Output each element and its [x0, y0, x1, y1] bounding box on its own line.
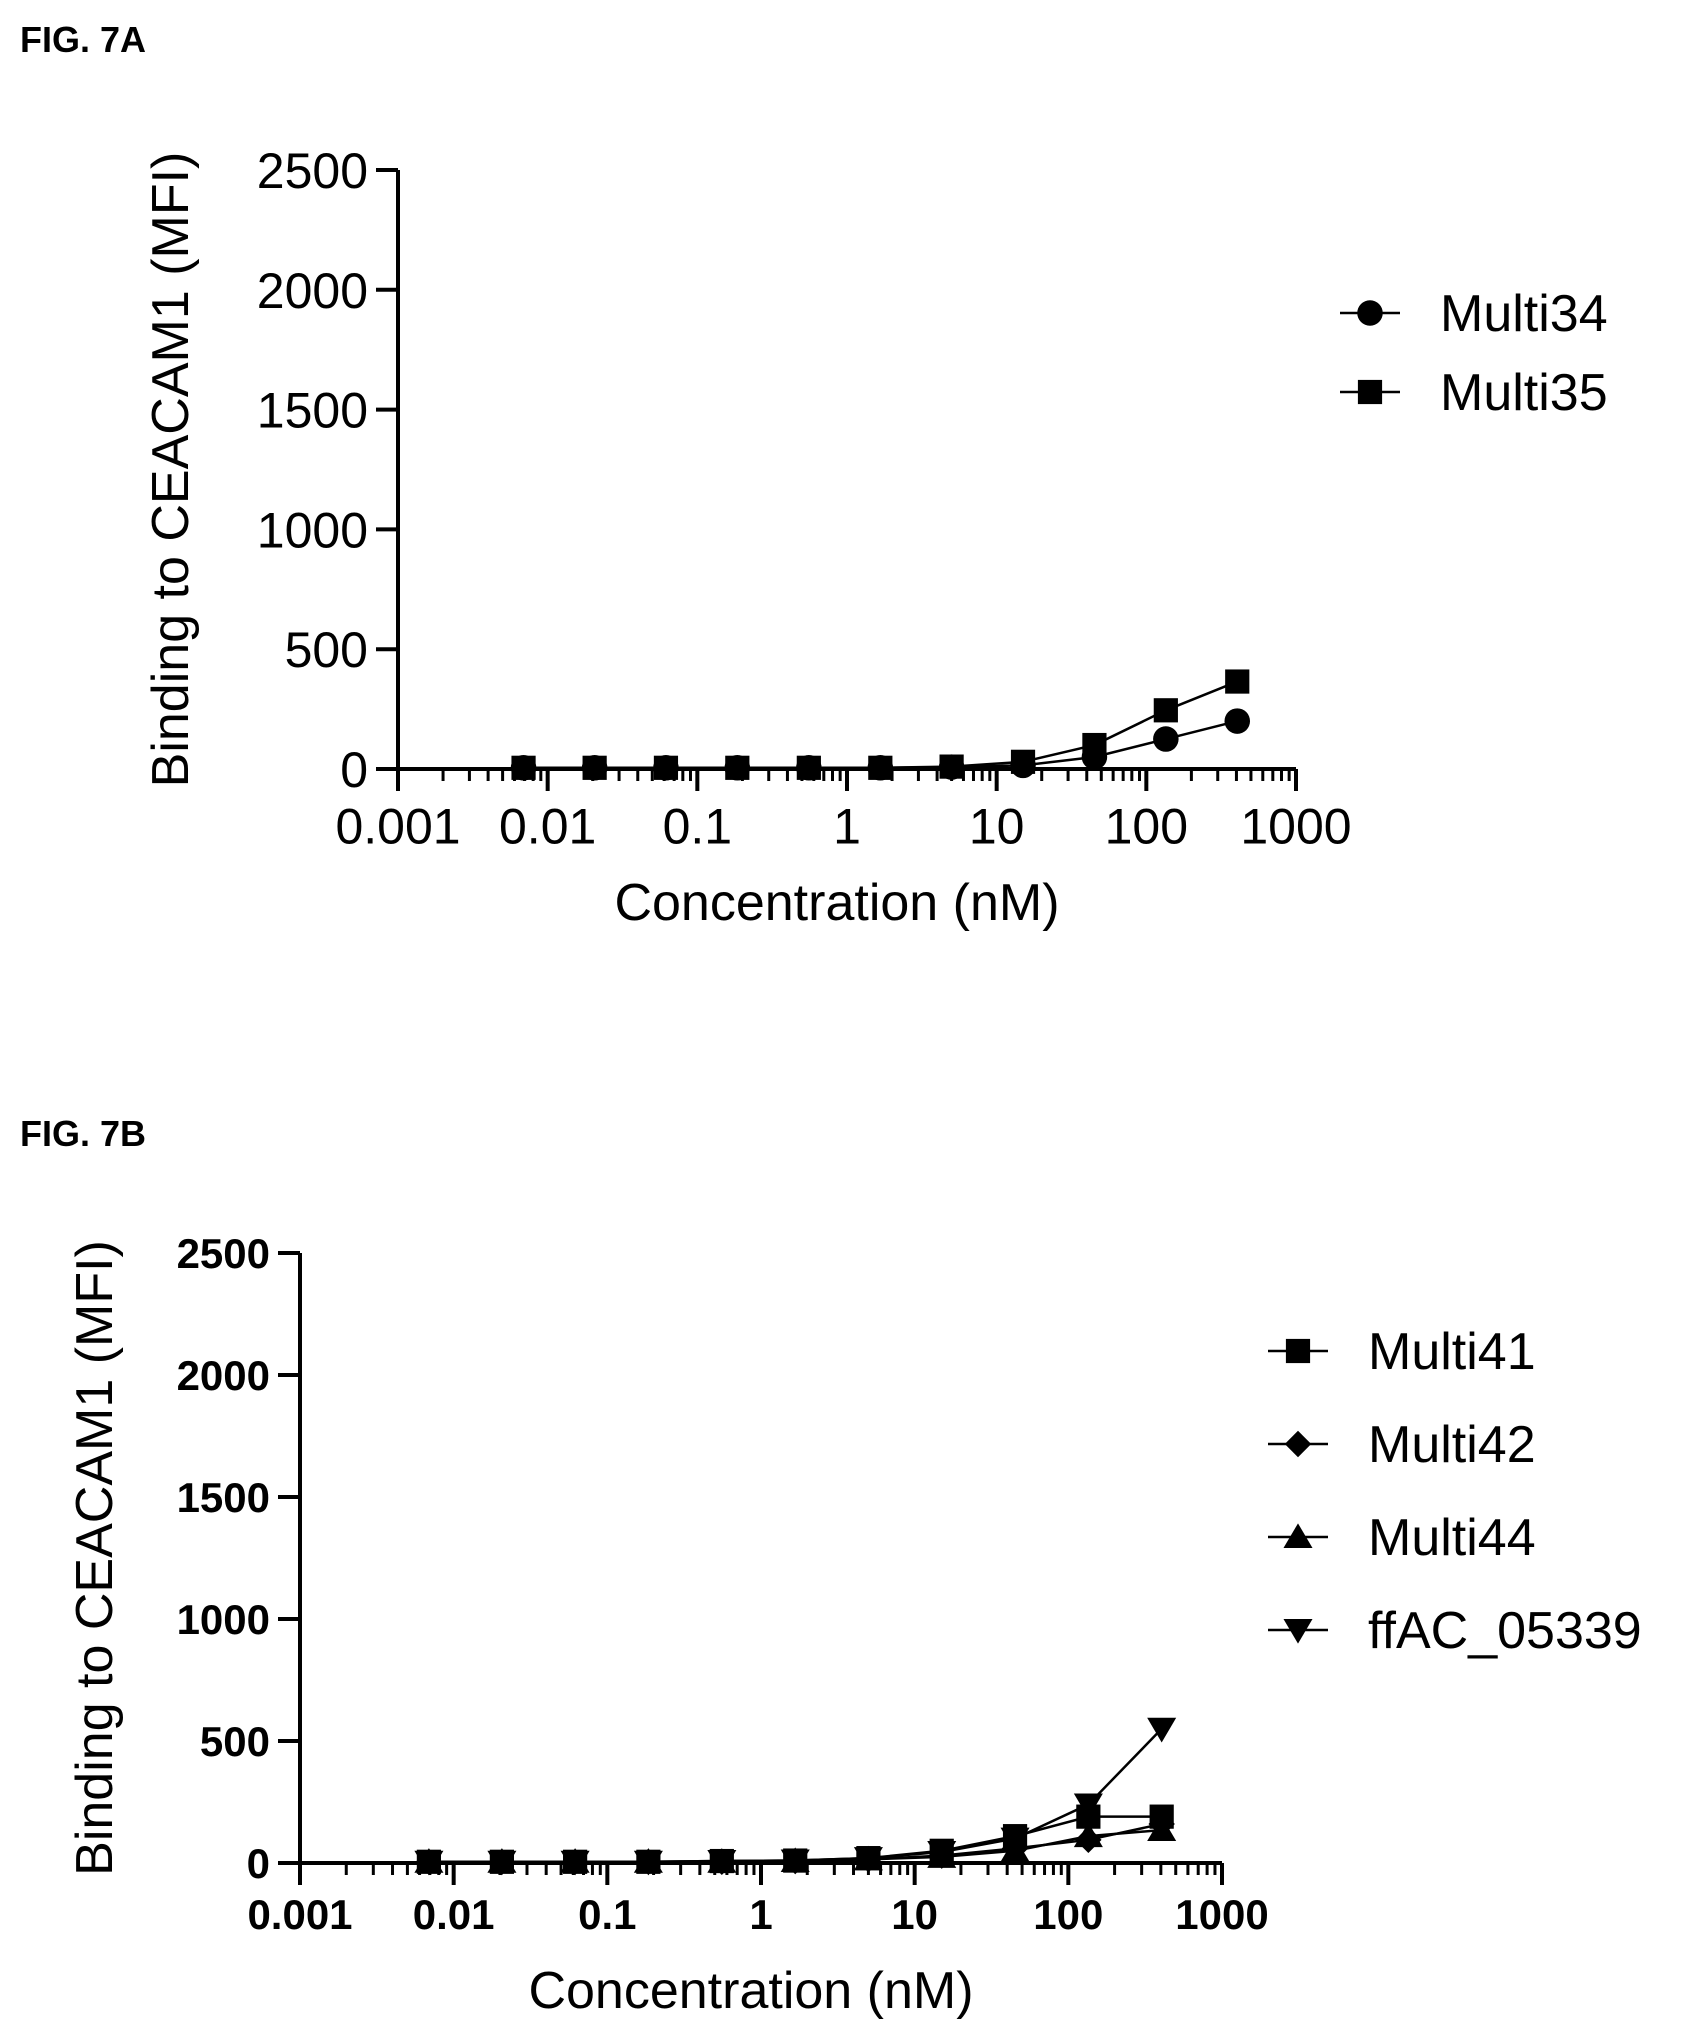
- chart-7a: 0 500 1000 1500 2000 2500 0.001 0.01 0.1 1 10 100 10…: [142, 143, 1608, 932]
- legend-marker: [1283, 1619, 1313, 1644]
- data-point: [780, 1849, 810, 1875]
- legend-label: Multi44: [1368, 1509, 1536, 1567]
- x-tick-label: 100: [1105, 799, 1188, 855]
- y-axis-label: Binding to CEACAM1 (MFI): [142, 152, 200, 788]
- y-tick-label: 0: [247, 1840, 270, 1887]
- data-point: [1073, 1793, 1103, 1819]
- figure-7a-label: FIG. 7A: [20, 19, 146, 60]
- data-point: [796, 755, 821, 780]
- data-point: [1153, 726, 1179, 752]
- x-tick-label: 10: [969, 799, 1025, 855]
- data-point: [853, 1847, 883, 1872]
- series-line: [523, 680, 1238, 770]
- data-point: [1147, 1717, 1177, 1743]
- data-point: [1153, 698, 1178, 723]
- x-tick-label: 0.01: [413, 1891, 495, 1938]
- legend-entry: Multi42: [1268, 1416, 1536, 1474]
- y-axis-label: Binding to CEACAM1 (MFI): [66, 1240, 124, 1876]
- data-point: [1147, 1816, 1177, 1842]
- data-point: [1224, 708, 1251, 734]
- data-point: [939, 754, 964, 779]
- legend-label: ffAC_05339: [1368, 1602, 1642, 1660]
- data-point: [1000, 1827, 1030, 1853]
- legend-label: Multi42: [1368, 1416, 1536, 1474]
- x-tick-label: 1: [749, 1891, 772, 1938]
- data-point: [868, 755, 893, 780]
- data-point: [511, 755, 536, 780]
- x-tick-label: 1000: [1175, 1891, 1268, 1938]
- x-tick-label: 0.001: [247, 1891, 352, 1938]
- data-point: [653, 755, 679, 780]
- y-tick-label: 500: [200, 1718, 270, 1765]
- x-tick-label: 0.1: [663, 799, 733, 855]
- y-tick-label: 0: [340, 742, 368, 798]
- chart-7b: 0 500 1000 1500 2000 2500 0.001 0.01 0.1 1 10 100 10…: [66, 1230, 1642, 2020]
- y-tick-label: 1000: [177, 1596, 270, 1643]
- legend-marker: [1357, 379, 1383, 405]
- data-point: [560, 1850, 590, 1876]
- y-tick-label: 1500: [177, 1474, 270, 1521]
- legend-label: Multi35: [1440, 364, 1608, 422]
- x-tick-label: 1: [833, 799, 861, 855]
- x-axis-label: Concentration (nM): [614, 874, 1059, 932]
- data-point: [725, 755, 750, 780]
- legend-entry: Multi34: [1340, 285, 1608, 343]
- data-point: [1010, 749, 1036, 774]
- y-tick-label: 1000: [257, 502, 368, 558]
- legend-entry: Multi35: [1340, 364, 1608, 422]
- data-point: [633, 1850, 663, 1876]
- data-point: [1082, 732, 1107, 758]
- legend-entry: Multi44: [1268, 1509, 1536, 1567]
- figure-7b-label: FIG. 7B: [20, 1113, 146, 1154]
- series-ffAC_05339: [414, 1717, 1177, 1876]
- legend-marker: [1283, 1523, 1313, 1548]
- y-tick-label: 2000: [257, 263, 368, 319]
- legend-marker: [1285, 1338, 1311, 1364]
- data-point: [707, 1850, 737, 1875]
- legend-entry: Multi41: [1268, 1323, 1536, 1381]
- data-point: [487, 1850, 517, 1876]
- series-Multi35: [511, 669, 1250, 780]
- x-tick-label: 10: [891, 1891, 938, 1938]
- legend-entry: ffAC_05339: [1268, 1602, 1642, 1660]
- legend-label: Multi34: [1440, 285, 1608, 343]
- data-point: [582, 755, 607, 780]
- y-tick-label: 2500: [177, 1230, 270, 1277]
- y-tick-label: 2500: [257, 143, 368, 199]
- y-tick-label: 1500: [257, 383, 368, 439]
- x-axis-label: Concentration (nM): [528, 1962, 973, 2020]
- data-point: [1073, 1822, 1103, 1848]
- data-point: [927, 1841, 957, 1866]
- legend-marker: [1284, 1430, 1312, 1458]
- x-tick-label: 100: [1033, 1891, 1103, 1938]
- x-tick-label: 0.1: [578, 1891, 636, 1938]
- data-point: [414, 1850, 444, 1876]
- x-tick-label: 0.01: [499, 799, 596, 855]
- legend-marker: [1357, 300, 1383, 326]
- legend-label: Multi41: [1368, 1323, 1536, 1381]
- y-tick-label: 500: [285, 622, 368, 678]
- data-point: [1225, 669, 1250, 694]
- x-tick-label: 0.001: [335, 799, 460, 855]
- x-tick-label: 1000: [1240, 799, 1351, 855]
- series-line: [428, 1727, 1163, 1864]
- y-tick-label: 2000: [177, 1352, 270, 1399]
